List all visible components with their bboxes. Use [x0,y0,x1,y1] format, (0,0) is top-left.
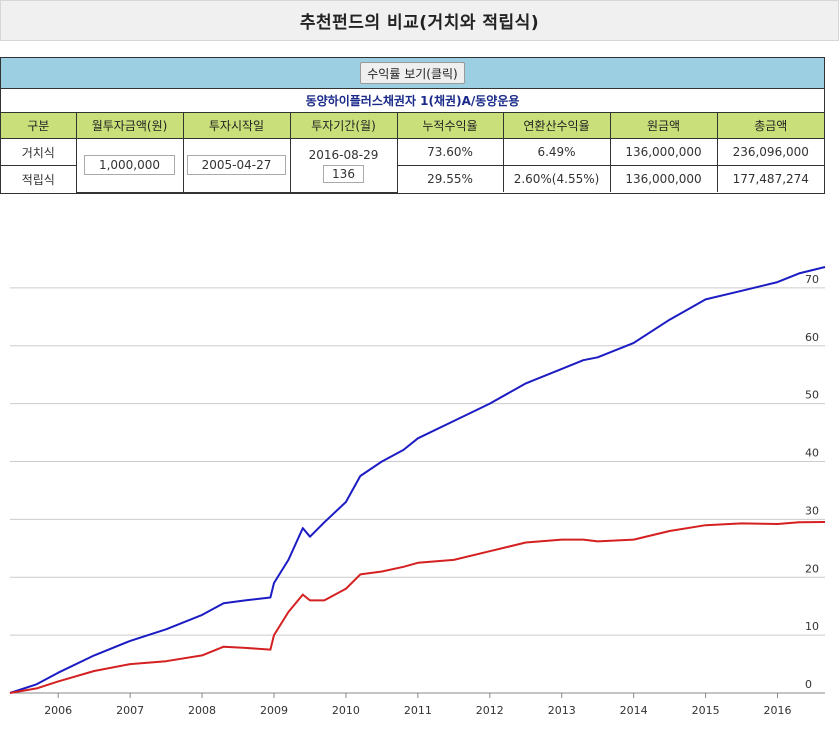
start-date-cell: 2005-04-27 [182,138,291,193]
table-row-lump-sum: 거치식 1,000,000 2005-04-27 2016-08-29 136 … [1,138,824,193]
header-start-date: 투자시작일 [182,113,291,139]
y-tick-label-60: 60 [805,331,819,344]
table-row-installment: 적립식 29.55% 2.60%(4.55%) 136,000,000 177,… [1,165,824,192]
principal-installment: 136,000,000 [609,165,718,192]
start-date-field[interactable]: 2005-04-27 [186,155,287,176]
x-tick-label-2015: 2015 [692,704,720,717]
cum-return-installment: 29.55% [396,165,504,192]
header-period: 투자기간(월) [289,113,398,139]
header-annual-return: 연환산수익율 [502,113,611,139]
y-tick-label-20: 20 [805,562,819,575]
x-tick-label-2016: 2016 [764,704,792,717]
series-line-1 [9,521,826,694]
x-tick-label-2008: 2008 [188,704,216,717]
view-returns-button[interactable]: 수익률 보기(클릭) [360,62,465,84]
total-lump-sum: 236,096,000 [716,138,824,166]
comparison-table: 구분 월투자금액(원) 투자시작일 투자기간(월) 누적수익율 연환산수익율 원… [1,113,824,193]
principal-lump-sum: 136,000,000 [609,138,718,166]
header-cum-return: 누적수익율 [396,113,504,139]
end-date: 2016-08-29 [308,147,379,162]
x-tick-label-2014: 2014 [620,704,648,717]
annual-return-installment: 2.60%(4.55%) [502,165,611,192]
x-tick-label-2010: 2010 [332,704,360,717]
cum-return-lump-sum: 73.60% [396,138,504,166]
fund-comparison-panel: 수익률 보기(클릭) 동양하이플러스채권자 1(채권)A/동양운용 구분 월투자… [0,57,825,194]
header-monthly-amount: 월투자금액(원) [75,113,184,139]
header-type: 구분 [1,113,77,139]
page-title: 추천펀드의 비교(거치와 적립식) [299,13,540,33]
x-tick-label-2007: 2007 [116,704,144,717]
header-total: 총금액 [716,113,824,139]
y-tick-label-0: 0 [805,678,812,691]
y-tick-label-40: 40 [805,447,819,460]
y-tick-label-50: 50 [805,389,819,402]
monthly-amount-field[interactable]: 1,000,000 [83,155,176,176]
monthly-amount-cell: 1,000,000 [75,138,184,193]
x-tick-label-2013: 2013 [548,704,576,717]
total-installment: 177,487,274 [716,165,824,192]
x-tick-label-2006: 2006 [44,704,72,717]
x-tick-label-2011: 2011 [404,704,432,717]
period-cell: 2016-08-29 136 [289,138,398,193]
row-label-installment: 적립식 [1,165,77,192]
fund-name: 동양하이플러스채권자 1(채권)A/동양운용 [1,89,824,113]
button-row: 수익률 보기(클릭) [1,58,824,89]
y-tick-label-30: 30 [805,504,819,517]
page-title-bar: 추천펀드의 비교(거치와 적립식) [0,0,839,41]
y-tick-label-70: 70 [805,273,819,286]
annual-return-lump-sum: 6.49% [502,138,611,166]
header-principal: 원금액 [609,113,718,139]
series-line-0 [9,266,826,694]
y-tick-label-10: 10 [805,620,819,633]
return-chart-svg: 0 10 20 30 40 50 60 70 2006 2007 2008 2009 2010 2011 2… [9,266,826,717]
period-months-field[interactable]: 136 [323,164,364,183]
return-chart: 0 10 20 30 40 50 60 70 2006 2007 2008 2009 2010 2011 2… [0,225,839,735]
row-label-lump-sum: 거치식 [1,138,77,166]
table-header-row: 구분 월투자금액(원) 투자시작일 투자기간(월) 누적수익율 연환산수익율 원… [1,113,824,139]
x-tick-label-2012: 2012 [476,704,504,717]
x-tick-label-2009: 2009 [260,704,288,717]
